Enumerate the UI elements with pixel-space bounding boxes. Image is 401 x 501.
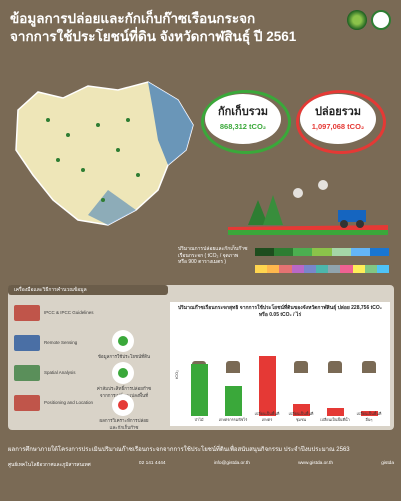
legend-top-swatch — [274, 248, 294, 256]
legend-description: ปริมาณการปล่อยและกักเก็บก๊าซเรือนกระจก (… — [178, 246, 248, 265]
footer-social[interactable]: gistda — [381, 461, 394, 466]
chart-category-label: เปลี่ยนเป็นพื้นที่น้ำ — [320, 418, 350, 422]
middle-item-label: ข้อมูลการใช้ประโยชน์ที่ดิน — [97, 354, 151, 359]
chart-category-label: เปลี่ยนเป็นพื้นที่อื่นๆ — [356, 412, 382, 422]
emit-value: 1,097,068 tCO₂ — [311, 122, 365, 131]
footer-email[interactable]: info@gistda.or.th — [213, 461, 250, 466]
footer-web[interactable]: www.gistda.or.th — [298, 461, 333, 466]
legend-bottom-swatch — [267, 265, 280, 273]
land-use-icon — [112, 330, 134, 352]
map-pin-icon — [112, 394, 134, 416]
title-line-2: จากการใช้ประโยชน์ที่ดิน จังหวัดกาฬสินธุ์… — [10, 29, 297, 44]
chart-bar — [326, 408, 344, 416]
chart-title: ปริมาณก๊าซเรือนกระจกสุทธิ จากการใช้ประโย… — [178, 305, 382, 318]
legend-top-swatch — [293, 248, 313, 256]
footer-contact-bar: ศูนย์เทคโนโลยีอวกาศและภูมิสารสนเทศ 02 14… — [8, 461, 394, 469]
legend-top-swatch — [331, 248, 351, 256]
logo-group — [347, 10, 391, 30]
plant-icon — [112, 362, 134, 384]
chart-category-label: เกษตรกรรมพืชไร่ — [218, 418, 248, 422]
chart-ylabel: tCO₂ — [173, 370, 179, 379]
book-icon — [14, 305, 40, 321]
footer-phone[interactable]: 02 141 4444 — [138, 461, 166, 466]
legend-top-swatch — [369, 248, 389, 256]
chart-bar — [258, 356, 276, 416]
middle-item-label: ผลการวิเคราะห์การปล่อยและกักเก็บก๊าซ — [99, 418, 149, 430]
emit-stat: ปล่อยรวม 1,097,068 tCO₂ — [300, 94, 376, 144]
emit-label: ปล่อยรวม — [314, 106, 362, 118]
emit-ring — [296, 90, 386, 154]
chart-plot-area: ป่าไม้ เกษตรกรรมพืชไร่ เปลี่ยนเป็นพื้นที่เ… — [182, 326, 386, 424]
footer-note: ผลการศึกษาภายใต้โครงการประเมินปริมาณก๊าซ… — [8, 447, 350, 453]
legend-bottom-swatch — [291, 265, 304, 273]
methods-heading: เครื่องมือและวิธีการคำนวณข้อมูล — [14, 287, 87, 293]
analysis-icon — [14, 365, 40, 381]
legend-bottom-swatch — [303, 265, 316, 273]
landscape-illustration — [228, 180, 388, 235]
legend-bottom-swatch — [315, 265, 329, 273]
footer-org: ศูนย์เทคโนโลยีอวกาศและภูมิสารสนเทศ — [8, 463, 91, 468]
legend-bottom-swatch — [340, 265, 353, 273]
satellite-icon — [14, 335, 40, 351]
method-item-label: Spatial Analysis — [44, 370, 76, 375]
chart-panel: ปริมาณก๊าซเรือนกระจกสุทธิ จากการใช้ประโย… — [170, 302, 390, 426]
province-map — [15, 81, 194, 226]
chart-category-label: เปลี่ยนเป็นพื้นที่เกษตร — [254, 412, 280, 422]
methods-heading-bar: เครื่องมือและวิธีการคำนวณข้อมูล — [8, 285, 168, 295]
legend-top-swatch — [312, 248, 332, 256]
legend-top-swatch — [255, 248, 275, 256]
chart-category-label: เปลี่ยนเป็นพื้นที่ชุมชน — [288, 412, 314, 422]
org-logo-2 — [371, 10, 391, 30]
legend-bottom-swatch — [255, 265, 268, 273]
category-icon — [294, 361, 308, 373]
location-icon — [14, 395, 40, 411]
legend-gradient-bottom — [255, 265, 390, 273]
method-item-label: Positioning and Location — [44, 400, 94, 405]
capture-stat: กักเก็บรวม 868,312 tCO₂ — [205, 94, 281, 144]
legend-bottom-swatch — [364, 265, 377, 273]
category-icon — [328, 361, 342, 373]
capture-value: 868,312 tCO₂ — [219, 122, 267, 131]
title-line-1: ข้อมูลการปล่อยและกักเก็บก๊าซเรือนกระจก — [10, 11, 256, 26]
chart-bar — [292, 404, 310, 416]
chart-bar — [190, 364, 208, 416]
legend-bottom-swatch — [328, 265, 341, 273]
chart-category-label: ป่าไม้ — [194, 418, 204, 422]
legend-gradient-top — [255, 248, 389, 256]
legend-top-swatch — [350, 248, 370, 256]
method-item-label: IPCC & IPCC Guidelines — [44, 310, 94, 315]
legend-bottom-swatch — [376, 265, 390, 273]
capture-label: กักเก็บรวม — [217, 106, 269, 118]
page-title: ข้อมูลการปล่อยและกักเก็บก๊าซเรือนกระจก จ… — [10, 10, 340, 46]
capture-ring — [201, 90, 291, 154]
chart-bar — [224, 386, 242, 416]
category-icon — [226, 361, 240, 373]
legend-bottom-swatch — [279, 265, 292, 273]
category-icon — [362, 361, 376, 373]
chart-bar — [360, 411, 378, 416]
org-logo-1 — [347, 10, 367, 30]
legend-bottom-swatch — [352, 265, 365, 273]
method-item-label: Remote Sensing — [44, 340, 78, 345]
